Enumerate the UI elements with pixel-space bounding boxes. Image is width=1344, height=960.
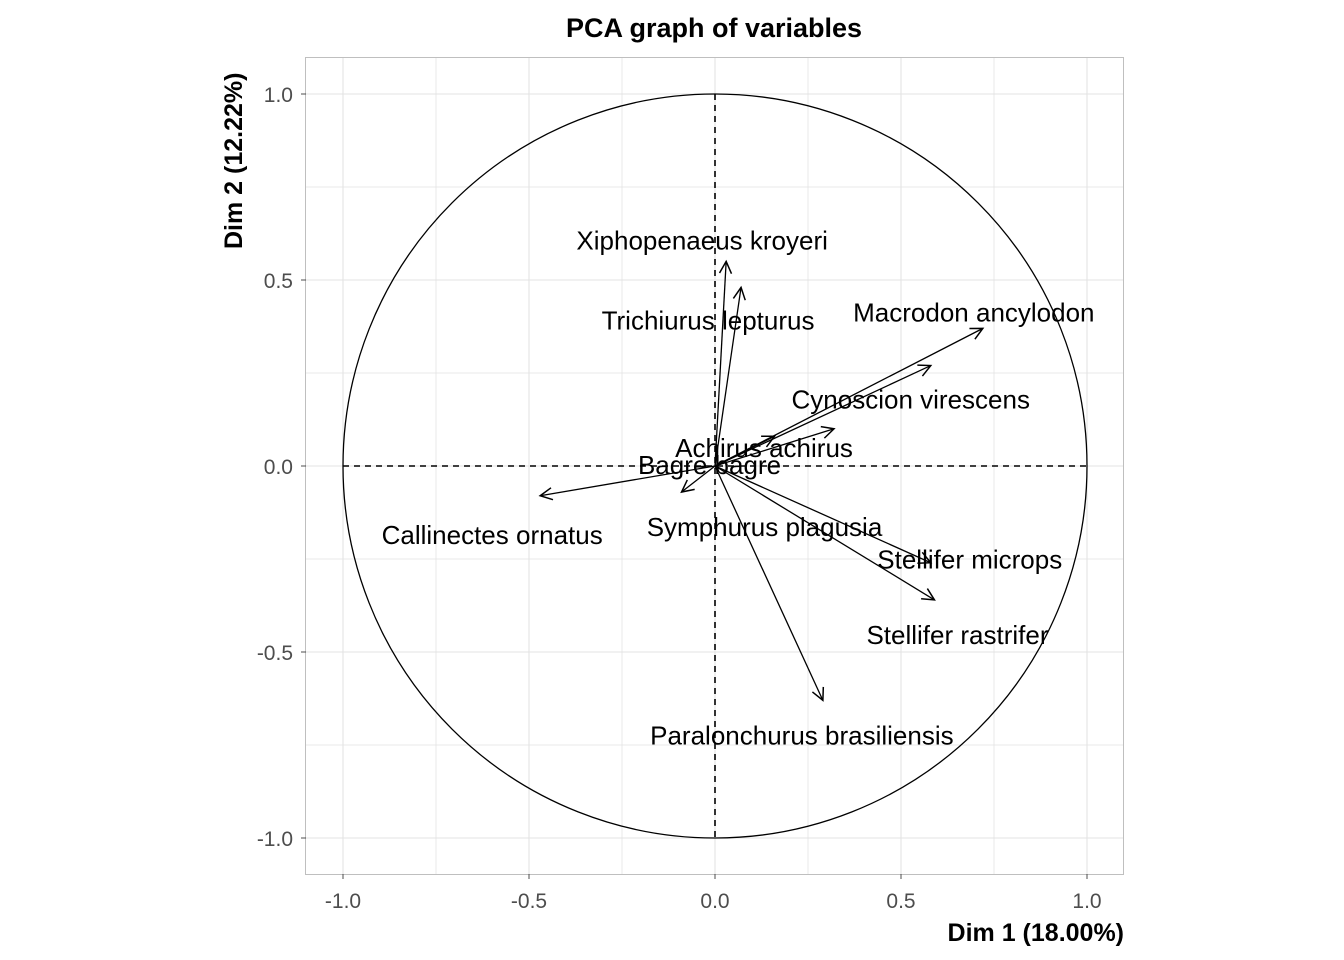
- variable-label: Cynoscion virescens: [792, 385, 1030, 415]
- variable-label: Xiphopenaeus kroyeri: [576, 225, 828, 255]
- y-axis-ticks: 1.0 0.5 0.0 -0.5 -1.0: [257, 84, 306, 851]
- chart-title: PCA graph of variables: [566, 13, 862, 43]
- variable-arrow: [714, 435, 777, 467]
- x-tick-label: -0.5: [511, 890, 547, 913]
- y-tick-label: 1.0: [264, 84, 293, 107]
- variable-arrow: [714, 259, 733, 467]
- y-axis-title: Dim 2 (12.22%): [220, 73, 248, 249]
- variable-arrow: [714, 364, 933, 467]
- variable-label: Stellifer microps: [877, 545, 1062, 575]
- x-tick-label: -1.0: [325, 890, 361, 913]
- variable-label: Paralonchurus brasiliensis: [650, 720, 953, 750]
- variable-label: Achirus achirus: [675, 433, 853, 463]
- variable-label: Trichiurus lepturus: [602, 305, 815, 335]
- reference-axes: [342, 93, 1088, 839]
- x-axis-title: Dim 1 (18.00%): [948, 919, 1124, 947]
- y-tick-label: 0.5: [264, 270, 293, 293]
- variable-label: Callinectes ornatus: [382, 520, 603, 550]
- variable-label: Macrodon ancylodon: [853, 297, 1094, 327]
- variable-arrow: [680, 465, 716, 494]
- y-tick-label: 0.0: [264, 456, 293, 479]
- variable-label: Symphurus plagusia: [647, 512, 883, 542]
- x-tick-label: 0.5: [886, 890, 915, 913]
- variable-arrow: [714, 465, 933, 565]
- variable-arrows: [538, 259, 985, 702]
- variable-labels: Xiphopenaeus kroyeri Trichiurus lepturus M…: [382, 225, 1095, 750]
- x-axis-ticks: -1.0 -0.5 0.0 0.5 1.0: [325, 874, 1102, 913]
- y-tick-label: -0.5: [257, 642, 293, 665]
- variable-arrow: [714, 465, 936, 601]
- variable-arrow: [714, 285, 746, 467]
- x-tick-label: 0.0: [700, 890, 729, 913]
- variable-label: Bagre bagre: [638, 450, 781, 480]
- variable-arrow: [538, 465, 716, 501]
- variable-arrow: [714, 465, 825, 702]
- variable-label: Stellifer rastrifer: [866, 620, 1048, 650]
- x-tick-label: 1.0: [1072, 890, 1101, 913]
- y-tick-label: -1.0: [257, 828, 293, 851]
